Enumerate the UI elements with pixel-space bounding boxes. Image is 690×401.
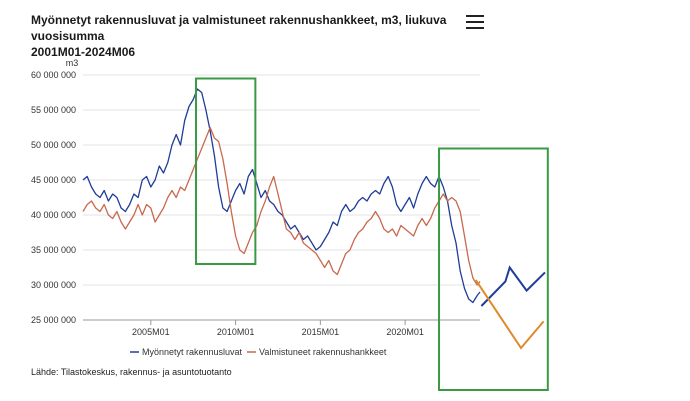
- x-tick-label: 2010M01: [217, 327, 255, 337]
- y-tick-label: 25 000 000: [31, 315, 76, 325]
- x-tick-label: 2015M01: [302, 327, 340, 337]
- highlight-box-2: [438, 147, 549, 391]
- series-line-2: [82, 126, 481, 286]
- y-tick-label: 50 000 000: [31, 140, 76, 150]
- series-line-1: [82, 88, 481, 304]
- y-tick-label: 55 000 000: [31, 105, 76, 115]
- legend-label-2: Valmistuneet rakennushankkeet: [259, 347, 387, 357]
- chart-title-line1: Myönnetyt rakennusluvat ja valmistuneet …: [31, 13, 447, 43]
- y-axis-label: m3: [66, 58, 79, 68]
- sketch-line-4: [474, 279, 545, 350]
- y-tick-label: 45 000 000: [31, 175, 76, 185]
- sketch-line-3: [480, 265, 546, 307]
- y-tick-label: 30 000 000: [31, 280, 76, 290]
- chart-title-line2: 2001M01-2024M06: [31, 45, 136, 59]
- x-tick-label: 2020M01: [386, 327, 424, 337]
- legend-label-1: Myönnetyt rakennusluvat: [142, 347, 243, 357]
- y-tick-label: 60 000 000: [31, 70, 76, 80]
- y-tick-label: 40 000 000: [31, 210, 76, 220]
- hamburger-menu-icon[interactable]: [466, 15, 484, 31]
- x-tick-label: 2005M01: [132, 327, 170, 337]
- source-note: Lähde: Tilastokeskus, rakennus- ja asunt…: [31, 367, 232, 377]
- y-tick-label: 35 000 000: [31, 245, 76, 255]
- highlight-box-1: [195, 77, 257, 265]
- chart-title: Myönnetyt rakennusluvat ja valmistuneet …: [31, 12, 461, 60]
